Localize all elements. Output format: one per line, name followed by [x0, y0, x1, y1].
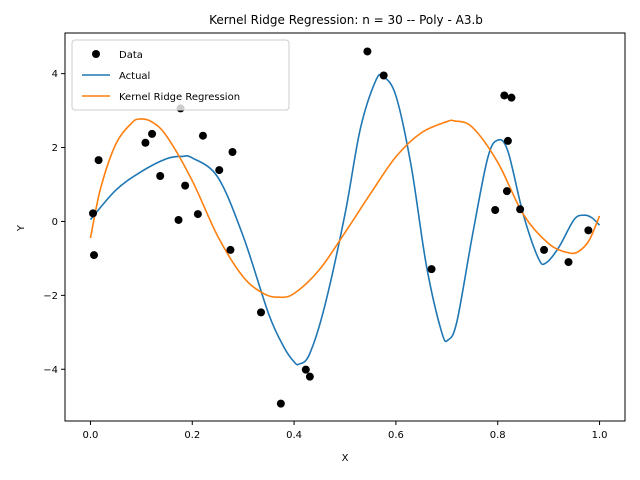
data-point [276, 399, 285, 408]
data-point [379, 71, 388, 80]
data-point [564, 258, 573, 267]
chart-title: Kernel Ridge Regression: n = 30 -- Poly … [209, 13, 483, 27]
data-point [90, 251, 99, 260]
data-point [363, 47, 372, 56]
data-point [301, 365, 310, 374]
series-line-actual [89, 73, 601, 366]
legend-box [71, 39, 290, 111]
x-axis-ticks: 0.0 0.2 0.4 0.6 0.8 1.0 [83, 421, 608, 441]
data-point [507, 93, 516, 102]
x-tick-label: 1.0 [592, 430, 608, 441]
data-point [156, 172, 165, 181]
y-tick-label: −2 [43, 291, 58, 302]
data-point [257, 308, 265, 317]
y-tick-label: −4 [43, 365, 58, 376]
series-line-kernel-ridge-regression [89, 118, 601, 299]
data-point [516, 205, 525, 214]
data-point [491, 206, 500, 214]
data-point [305, 372, 314, 381]
legend: Data Actual Kernel Ridge Regression [71, 39, 290, 111]
x-axis-label: X [342, 453, 349, 464]
data-point [198, 131, 207, 140]
data-point [215, 166, 224, 175]
data-point [500, 91, 509, 100]
x-tick-label: 0.2 [184, 430, 200, 441]
data-point [94, 156, 103, 165]
x-tick-label: 0.4 [286, 430, 302, 441]
legend-label-actual: Actual [119, 71, 150, 82]
legend-label-kernel-ridge-regression: Kernel Ridge Regression [119, 92, 240, 103]
y-tick-label: 4 [52, 69, 58, 80]
y-axis-ticks: −4 −2 0 2 4 [43, 69, 65, 376]
data-point [89, 209, 97, 218]
data-point [427, 265, 436, 274]
y-tick-label: 2 [52, 143, 58, 154]
series-lines [89, 73, 601, 366]
data-point [174, 215, 183, 224]
legend-label-data: Data [119, 50, 143, 61]
data-point [503, 136, 512, 145]
data-point [226, 245, 235, 254]
data-point [141, 138, 150, 147]
data-point [193, 210, 202, 219]
data-point [584, 226, 593, 235]
data-point [148, 129, 157, 138]
x-tick-label: 0.8 [490, 430, 506, 441]
data-point [502, 187, 511, 196]
y-tick-label: 0 [52, 217, 58, 228]
data-point [228, 147, 237, 156]
y-axis-label: Y [16, 224, 27, 232]
x-tick-label: 0.6 [388, 430, 404, 441]
x-tick-label: 0.0 [83, 430, 99, 441]
legend-swatch-data [92, 50, 100, 58]
data-point [540, 245, 549, 254]
data-point [181, 181, 190, 190]
axes-frame [64, 32, 626, 422]
